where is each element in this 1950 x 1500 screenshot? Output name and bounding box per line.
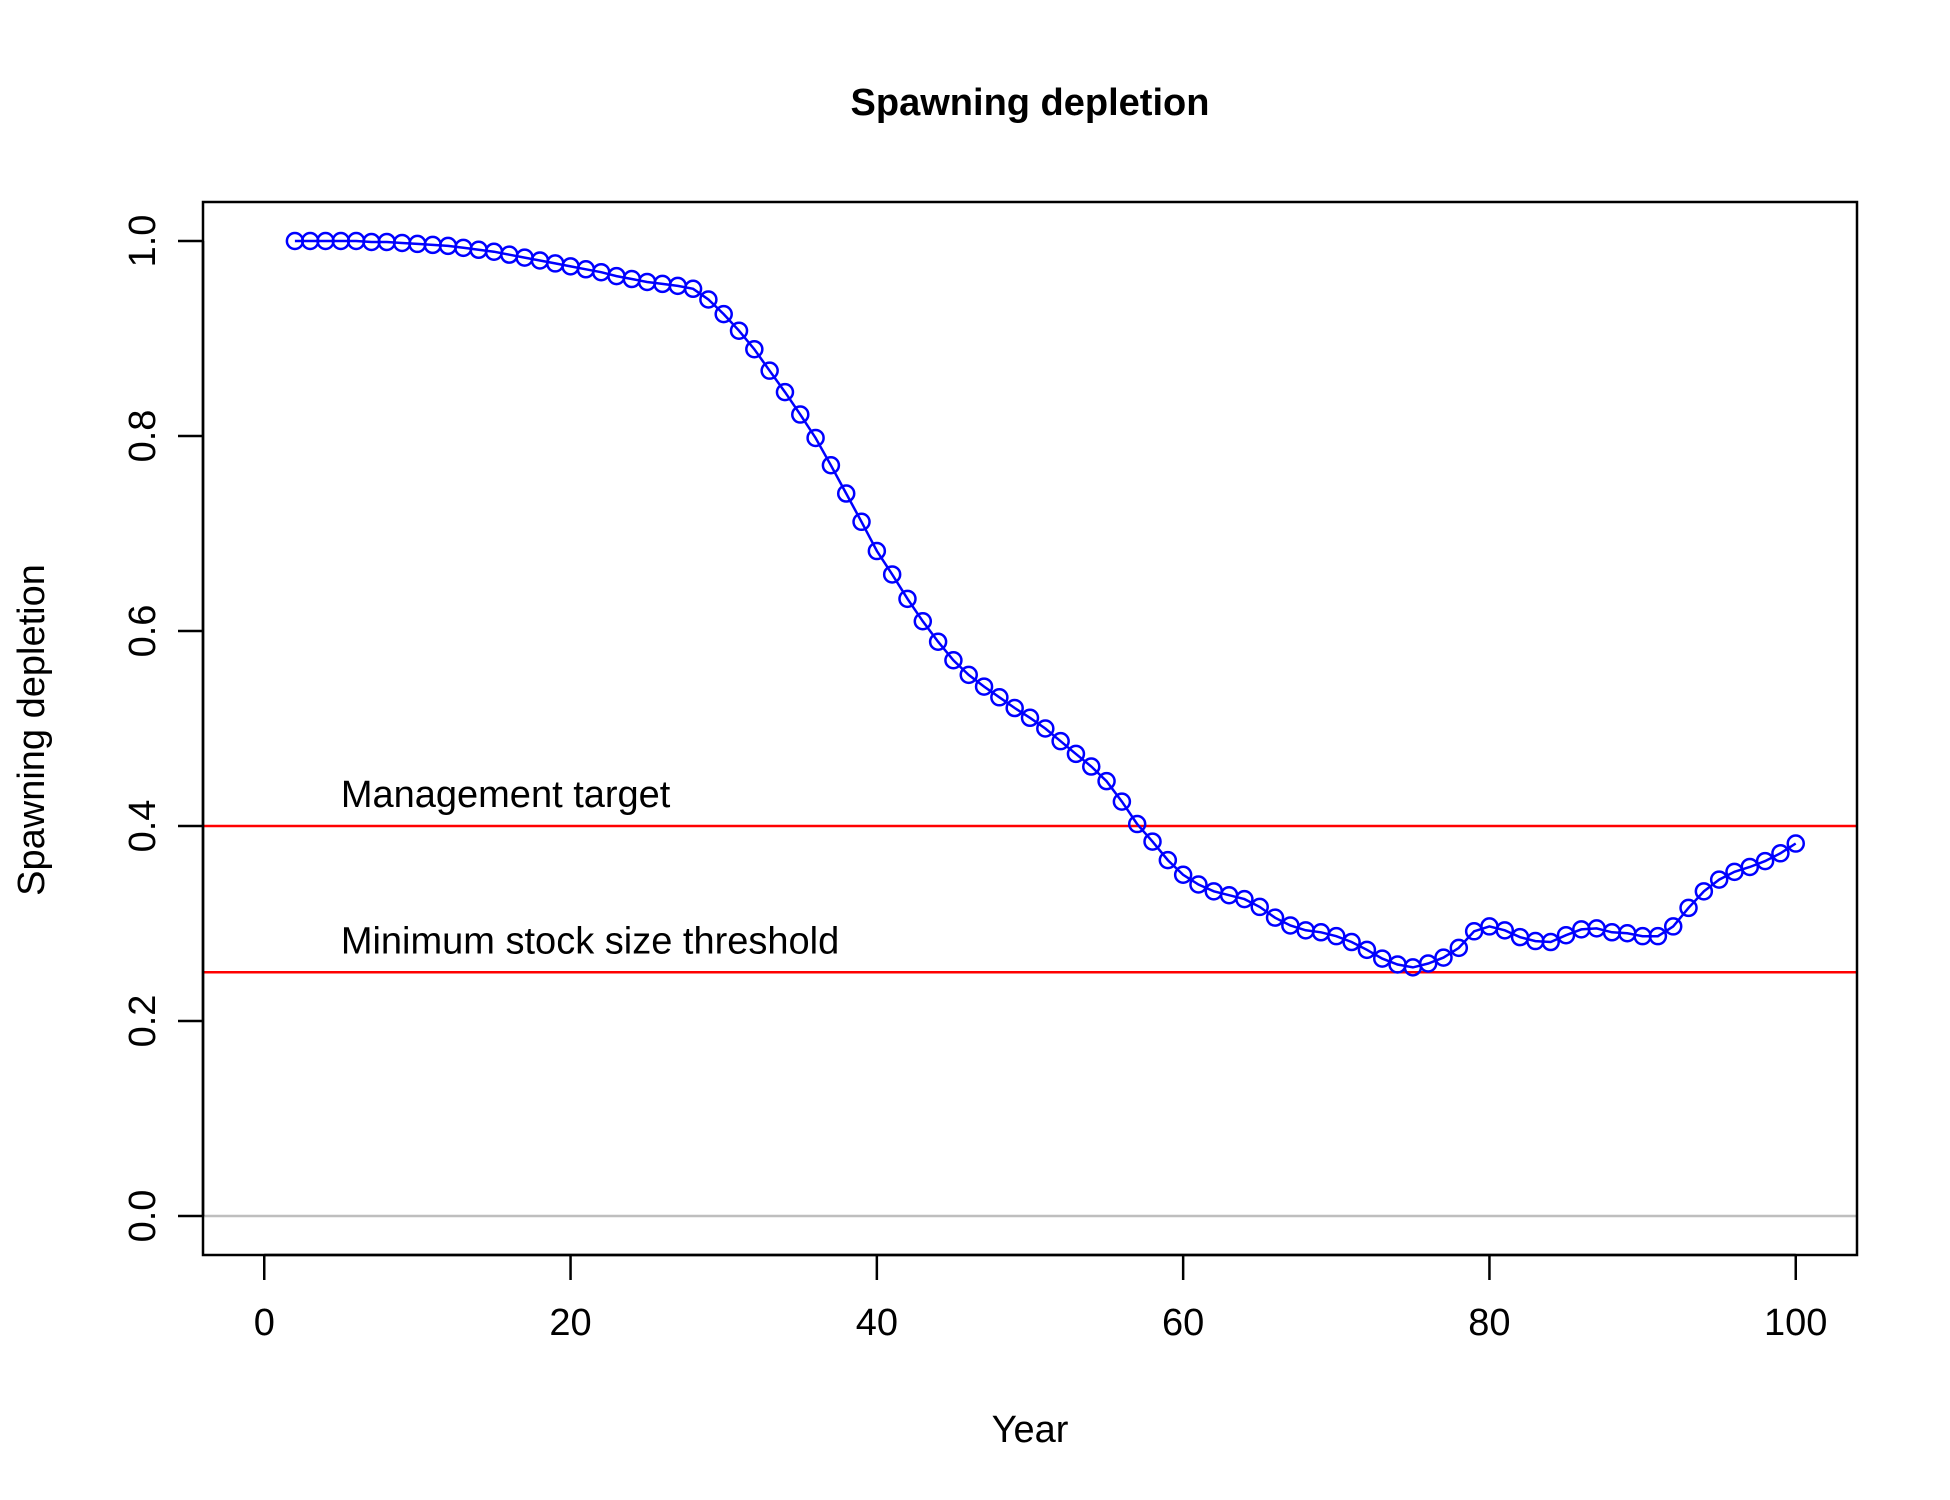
x-axis-label: Year xyxy=(992,1409,1069,1451)
data-point xyxy=(1250,897,1269,917)
data-point xyxy=(1357,940,1377,960)
data-point xyxy=(1755,851,1775,871)
data-point xyxy=(1020,708,1040,728)
data-point xyxy=(1158,850,1178,870)
data-point xyxy=(928,632,948,651)
data-point xyxy=(1663,917,1683,936)
x-tick-label: 40 xyxy=(856,1302,898,1344)
data-point xyxy=(1066,744,1086,764)
data-point xyxy=(1740,857,1760,877)
data-point xyxy=(1694,882,1714,901)
data-point xyxy=(775,382,795,402)
y-tick-label: 0.6 xyxy=(122,605,164,658)
data-point xyxy=(1372,949,1392,968)
reference-label-1: Minimum stock size threshold xyxy=(341,920,839,962)
y-tick-label: 0.0 xyxy=(122,1190,164,1243)
data-point xyxy=(882,565,902,584)
data-point xyxy=(1434,948,1453,967)
x-tick-label: 100 xyxy=(1764,1302,1827,1344)
data-point xyxy=(821,456,841,475)
data-point xyxy=(990,688,1009,707)
data-point xyxy=(1709,870,1729,889)
x-tick-label: 60 xyxy=(1162,1302,1204,1344)
reference-label-0: Management target xyxy=(341,774,671,816)
data-point xyxy=(852,512,871,532)
series-line-0 xyxy=(294,239,1797,969)
data-point xyxy=(944,651,963,670)
data-point xyxy=(683,279,703,299)
data-point xyxy=(1327,926,1346,946)
y-axis-label: Spawning depletion xyxy=(11,564,53,896)
data-point xyxy=(913,612,933,631)
data-point xyxy=(959,665,978,685)
data-point xyxy=(974,677,994,696)
y-tick-label: 0.2 xyxy=(122,995,164,1048)
x-tick-label: 80 xyxy=(1468,1302,1510,1344)
x-tick-label: 20 xyxy=(549,1302,591,1344)
data-point xyxy=(1143,832,1162,851)
data-point xyxy=(1036,719,1055,738)
data-point xyxy=(1265,908,1285,927)
y-tick-label: 0.4 xyxy=(122,800,164,853)
y-tick-label: 0.8 xyxy=(122,410,164,463)
y-tick-label: 1.0 xyxy=(122,215,164,268)
data-point xyxy=(1771,844,1790,863)
data-point xyxy=(714,304,733,324)
data-point xyxy=(898,589,917,609)
data-point xyxy=(1556,925,1576,945)
data-point xyxy=(1082,757,1101,776)
data-point xyxy=(1189,875,1208,894)
data-point xyxy=(791,405,810,424)
x-tick-label: 0 xyxy=(254,1302,275,1344)
data-point xyxy=(1112,792,1132,811)
data-point xyxy=(745,339,764,359)
data-point xyxy=(760,361,779,380)
data-point xyxy=(1051,731,1070,751)
data-point xyxy=(1173,865,1193,884)
data-point xyxy=(1449,938,1469,958)
data-point xyxy=(867,541,887,561)
plot-frame xyxy=(201,200,1859,1257)
data-point xyxy=(699,290,718,309)
data-point xyxy=(1786,834,1805,853)
data-point xyxy=(1541,932,1560,952)
plot-area: Management target Minimum stock size thre… xyxy=(122,200,1859,1344)
data-point xyxy=(1418,954,1438,973)
data-point xyxy=(806,428,825,448)
data-point xyxy=(1648,926,1668,946)
data-point xyxy=(1679,898,1698,918)
data-point xyxy=(1097,771,1116,791)
data-point xyxy=(1342,932,1361,952)
chart-title: Spawning depletion xyxy=(851,82,1210,124)
data-point xyxy=(1127,814,1147,834)
data-point xyxy=(729,321,749,340)
data-point xyxy=(1235,889,1254,909)
data-point xyxy=(836,484,856,503)
data-point xyxy=(1005,698,1024,718)
data-point xyxy=(1495,921,1515,940)
